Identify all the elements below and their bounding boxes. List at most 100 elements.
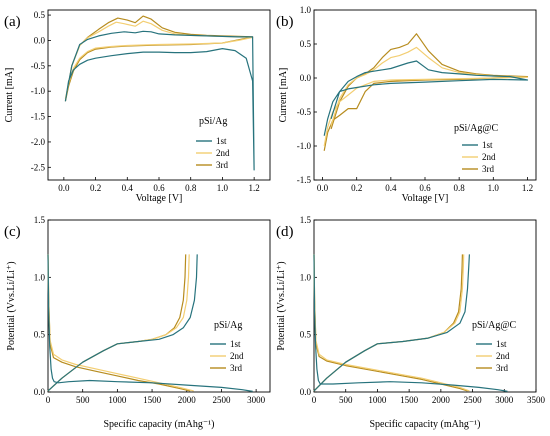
- x-tick-label: 1.0: [488, 183, 500, 193]
- x-tick-label: 0.4: [122, 183, 134, 193]
- x-axis-title: Voltage [V]: [402, 193, 449, 204]
- legend-title: pSi/Ag@C: [472, 320, 517, 331]
- panel-label: (d): [276, 224, 294, 240]
- y-tick-label: -1.0: [297, 141, 312, 151]
- y-tick-label: 0.0: [34, 35, 46, 45]
- y-tick-label: -2.0: [31, 137, 46, 147]
- y-tick-label: 1.0: [300, 5, 312, 15]
- legend-label-1st: 1st: [496, 339, 507, 349]
- series-3rd-line: [47, 254, 191, 392]
- x-tick-label: 2000: [178, 395, 197, 405]
- y-tick-label: -1.5: [297, 175, 312, 185]
- x-tick-label: 0: [312, 395, 317, 405]
- legend-label-1st: 1st: [230, 339, 241, 349]
- y-tick-label: 0.0: [300, 73, 312, 83]
- y-tick-label: 0.5: [300, 39, 312, 49]
- series-1st-line: [313, 254, 470, 392]
- x-tick-label: 0: [46, 395, 51, 405]
- x-tick-label: 2000: [432, 395, 451, 405]
- series-1st-line: [64, 30, 255, 171]
- y-tick-label: 0.5: [34, 10, 46, 20]
- legend: 1st 2nd 3rd: [210, 339, 244, 373]
- y-axis-title: Current [mA]: [278, 68, 289, 123]
- x-tick-label: 0.8: [454, 183, 466, 193]
- series-2nd-line: [47, 254, 190, 392]
- y-tick-label: 1.0: [300, 272, 312, 282]
- series-1st-line: [313, 254, 508, 392]
- panel-label: (c): [4, 224, 21, 240]
- tick-layer: 0.0 0.2 0.4 0.6 0.8 1.0 1.2 -1.5 -1.0 -0.5 0.0 0.5 1…: [297, 5, 533, 193]
- legend-label-3rd: 3rd: [230, 363, 242, 373]
- y-tick-label: -1.0: [31, 86, 46, 96]
- series-3rd-line: [313, 254, 468, 392]
- plot-frame: [47, 219, 271, 393]
- x-tick-label: 0.4: [385, 183, 397, 193]
- legend-label-1st: 1st: [482, 140, 493, 150]
- x-tick-label: 0.6: [153, 183, 165, 193]
- panel-b: (b) 0.0 0.2 0.4 0.6 0.8 1.0 1.2-1.5-1.0-0.50.0…: [276, 5, 537, 204]
- series-2nd-line: [47, 254, 194, 392]
- series-1st-line: [47, 254, 198, 392]
- panel-a: (a) 0.0 0.2 0.4 0.6 0.8 1.0 1.2 -2.5 -2.0 -1.5 -1.…: [4, 9, 271, 204]
- x-tick-label: 2500: [212, 395, 231, 405]
- series-1st-line: [47, 254, 253, 392]
- series-3rd-line: [47, 254, 187, 392]
- x-tick-label: 3500: [527, 395, 546, 405]
- legend: 1st 2nd 3rd: [196, 136, 230, 170]
- legend-label-2nd: 2nd: [216, 148, 230, 158]
- curve-layer: [313, 254, 508, 392]
- legend-title: pSi/Ag@C: [454, 123, 499, 134]
- y-tick-label: 1.0: [34, 272, 46, 282]
- tick-layer: 0.0 0.2 0.4 0.6 0.8 1.0 1.2 -2.5 -2.0 -1.5 -1.0 -0.…: [31, 10, 260, 193]
- x-tick-label: 0.2: [90, 183, 101, 193]
- y-tick-label: 1.5: [34, 215, 46, 225]
- curve-layer: [47, 254, 253, 392]
- legend-label-2nd: 2nd: [496, 351, 510, 361]
- series-3rd-line: [323, 33, 529, 151]
- x-tick-label: 2500: [464, 395, 483, 405]
- x-tick-label: 500: [339, 395, 353, 405]
- legend: 1st 2nd 3rd: [476, 339, 510, 373]
- x-tick-label: 0.6: [419, 183, 431, 193]
- legend-label-1st: 1st: [216, 136, 227, 146]
- y-tick-label: 0.5: [300, 330, 312, 340]
- series-2nd-line: [313, 254, 470, 392]
- series-1st-line: [323, 60, 529, 136]
- x-tick-label: 0.0: [58, 183, 70, 193]
- y-axis-title: Potential (Vvs.Li/Li⁺): [276, 261, 287, 350]
- x-tick-label: 1000: [368, 395, 387, 405]
- panel-label: (a): [4, 14, 21, 30]
- x-tick-label: 1.0: [217, 183, 229, 193]
- x-tick-label: 1500: [143, 395, 162, 405]
- legend-title: pSi/Ag: [199, 116, 227, 127]
- y-axis-title: Potential (Vvs.Li/Li⁺): [6, 261, 17, 350]
- x-tick-label: 1.2: [249, 183, 260, 193]
- y-tick-label: -1.5: [31, 112, 46, 122]
- panel-c: (c) 0 500 1000 1500 2000 2500 3000 0.0 0.5 1.0 1.5…: [4, 215, 271, 430]
- x-tick-label: 1000: [108, 395, 127, 405]
- tick-layer: 0 500 1000 1500 2000 2500 3000 0.0 0.5 1.0 1.5: [34, 215, 266, 405]
- x-axis-title: Voltage [V]: [136, 193, 183, 204]
- curve-layer: [323, 33, 529, 151]
- curve-layer: [64, 15, 255, 171]
- x-tick-label: 3000: [495, 395, 514, 405]
- x-tick-label: 3000: [247, 395, 266, 405]
- x-tick-label: 1.2: [522, 183, 533, 193]
- y-axis-title: Current [mA]: [4, 68, 15, 123]
- y-tick-label: 1.5: [300, 215, 312, 225]
- x-tick-label: 500: [76, 395, 90, 405]
- x-tick-label: 1500: [400, 395, 419, 405]
- x-axis-title: Specific capacity (mAhg⁻¹): [103, 419, 214, 430]
- y-tick-label: -0.5: [297, 107, 312, 117]
- legend-label-3rd: 3rd: [482, 164, 494, 174]
- y-tick-label: -2.5: [31, 162, 46, 172]
- legend: 1st 2nd 3rd: [462, 140, 496, 174]
- legend-title: pSi/Ag: [214, 320, 242, 331]
- y-tick-label: 0.0: [300, 387, 312, 397]
- y-tick-label: 0.0: [34, 387, 46, 397]
- y-tick-label: 0.5: [34, 330, 46, 340]
- x-tick-label: 0.2: [351, 183, 362, 193]
- x-axis-title: Specific capacity (mAhg⁻¹): [369, 419, 480, 430]
- x-tick-label: 0.8: [185, 183, 197, 193]
